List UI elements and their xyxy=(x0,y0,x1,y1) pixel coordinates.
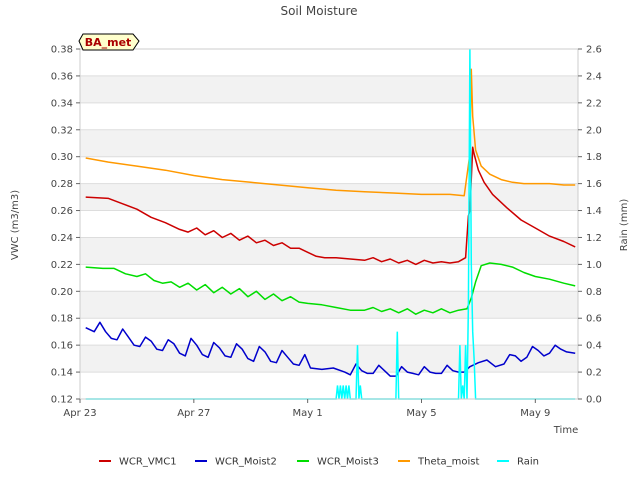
x-tick-label: Apr 23 xyxy=(63,408,96,419)
y2-tick-label: 0.8 xyxy=(586,287,602,298)
series-line-theta-moist xyxy=(85,68,576,197)
grid-band xyxy=(80,75,578,103)
legend-label: Theta_moist xyxy=(417,457,479,468)
legend-label: WCR_Moist2 xyxy=(215,457,277,468)
y-tick-label: 0.26 xyxy=(51,206,73,217)
grid-band xyxy=(80,129,578,157)
legend: WCR_VMC1 WCR_Moist2 WCR_Moist3 Theta_moist R… xyxy=(99,457,539,468)
y2-tick-label: 0.6 xyxy=(586,314,602,325)
y-tick-label: 0.12 xyxy=(51,395,73,406)
y2-tick-label: 2.4 xyxy=(586,71,602,82)
y-tick-label: 0.30 xyxy=(51,152,73,163)
x-tick-label: May 5 xyxy=(406,408,436,419)
y2-tick-label: 1.6 xyxy=(586,179,602,190)
y-tick-label: 0.32 xyxy=(51,125,73,136)
legend-label: WCR_Moist3 xyxy=(317,457,379,468)
y-tick-label: 0.24 xyxy=(51,233,73,244)
y2-tick-label: 0.0 xyxy=(586,395,602,406)
y2-axis-label: Rain (mm) xyxy=(619,199,630,252)
grid-band xyxy=(80,291,578,319)
series-line-wcr-moist2 xyxy=(85,321,576,377)
x-tick-label: Apr 27 xyxy=(177,408,210,419)
y-axis-label: VWC (m3/m3) xyxy=(10,190,21,260)
y2-tick-label: 1.0 xyxy=(586,260,602,271)
y-tick-label: 0.34 xyxy=(51,98,73,109)
chart-title: Soil Moisture xyxy=(280,4,357,18)
y-tick-label: 0.22 xyxy=(51,260,73,271)
x-axis-label: Time xyxy=(553,425,578,436)
legend-label: Rain xyxy=(517,457,539,468)
x-tick-label: May 1 xyxy=(293,408,323,419)
y2-tick-label: 0.4 xyxy=(586,341,602,352)
x-tick-label: May 9 xyxy=(520,408,550,419)
legend-label: WCR_VMC1 xyxy=(119,457,177,468)
y-tick-label: 0.36 xyxy=(51,71,73,82)
y-tick-label: 0.16 xyxy=(51,341,73,352)
grid-band xyxy=(80,183,578,211)
grid-band xyxy=(80,237,578,265)
site-badge-box xyxy=(78,33,140,51)
y-tick-label: 0.14 xyxy=(51,368,73,379)
y2-tick-label: 2.6 xyxy=(586,45,602,56)
y2-tick-label: 2.2 xyxy=(586,98,602,109)
y2-tick-label: 1.8 xyxy=(586,152,602,163)
plot-frame xyxy=(79,48,579,400)
y-tick-label: 0.28 xyxy=(51,179,73,190)
y-tick-label: 0.20 xyxy=(51,287,73,298)
y2-tick-label: 0.2 xyxy=(586,368,602,379)
y-tick-label: 0.18 xyxy=(51,314,73,325)
y2-tick-label: 1.2 xyxy=(586,233,602,244)
site-badge-label: BA_met xyxy=(85,36,132,49)
grid-bands xyxy=(80,75,578,373)
y-tick-label: 0.38 xyxy=(51,45,73,56)
axes: Apr 23 Apr 27 May 1 May 5 May 9 0.12 0.14 0.16 0… xyxy=(51,45,602,420)
series-line-wcr-vmc1 xyxy=(85,146,576,266)
site-badge: BA_met xyxy=(78,33,140,51)
y2-tick-label: 2.0 xyxy=(586,125,602,136)
y2-tick-label: 1.4 xyxy=(586,206,602,217)
series-line-wcr-moist3 xyxy=(85,262,576,315)
